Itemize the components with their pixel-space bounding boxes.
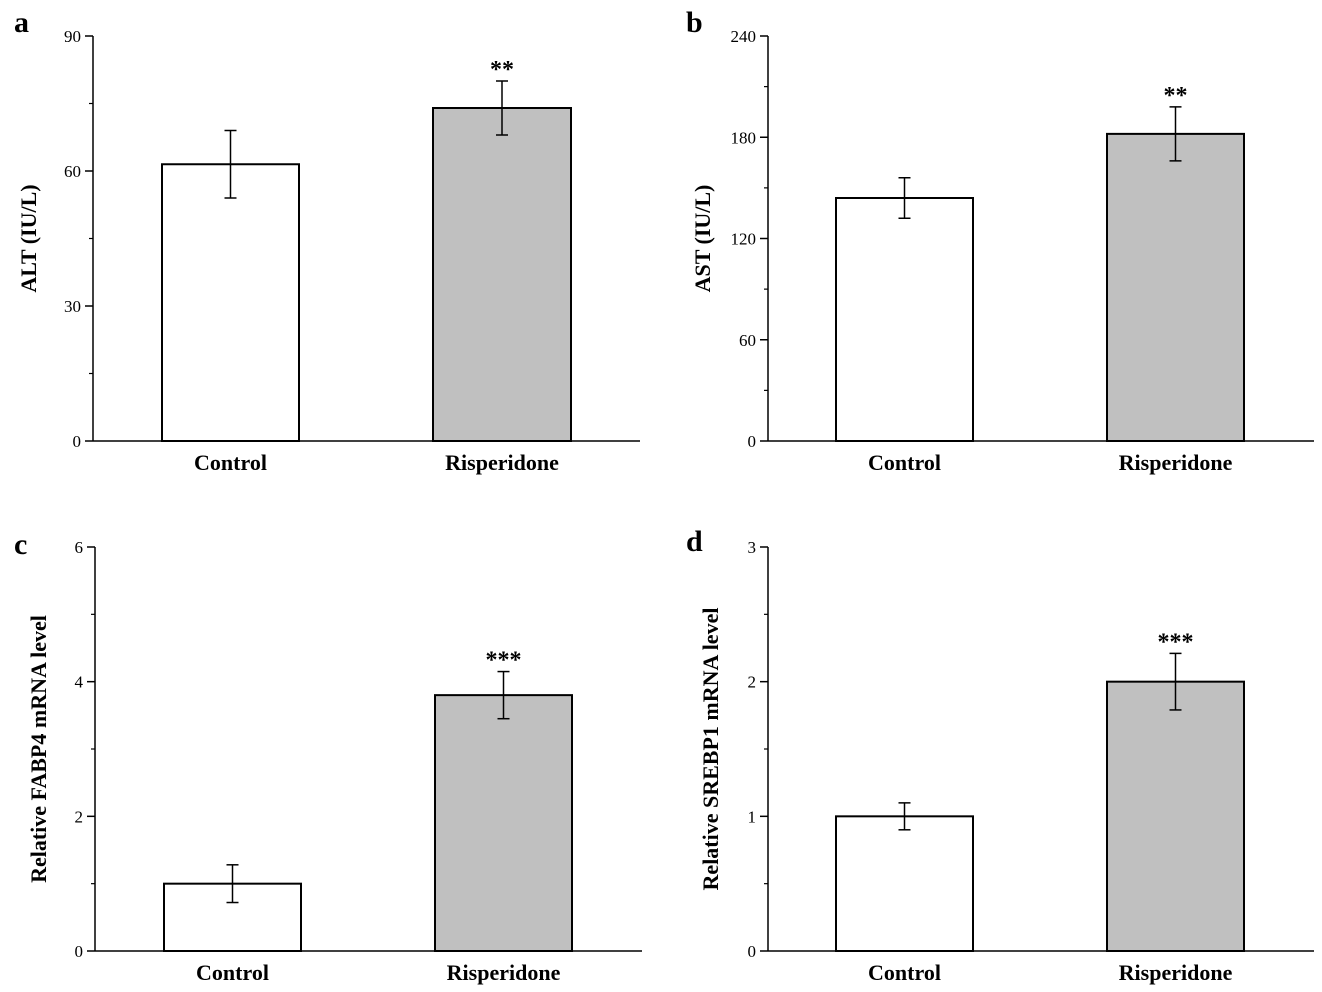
chart-panel-d: d Control *** Risperidone 0 1 2 3 Relative SREBP…: [686, 525, 1314, 985]
significance-label: **: [1164, 83, 1188, 109]
x-tick-label: Control: [196, 960, 269, 985]
x-tick-label: Control: [868, 960, 941, 985]
bar-risperidone: [1106, 680, 1245, 953]
x-tick-label: Risperidone: [445, 450, 559, 475]
chart-panel-c: c Control *** Risperidone 0 2 4 6 Relative FABP4…: [14, 528, 642, 985]
significance-label: **: [490, 57, 514, 83]
y-tick-label: 4: [75, 673, 84, 692]
y-tick-label: 60: [64, 162, 81, 181]
y-axis-label: AST (IU/L): [690, 185, 715, 293]
chart-panel-a: a Control ** Risperidone 0 30 60 90 ALT (IU/L): [14, 6, 640, 475]
x-tick-label: Risperidone: [1119, 450, 1233, 475]
x-tick-label: Risperidone: [1119, 960, 1233, 985]
bar-risperidone: [432, 107, 572, 442]
y-axis-label: Relative FABP4 mRNA level: [26, 615, 51, 883]
y-tick-label: 2: [75, 807, 84, 826]
x-tick-label: Risperidone: [447, 960, 561, 985]
y-tick-label: 240: [731, 27, 757, 46]
chart-panel-b: b Control ** Risperidone 0 60 120 180 240 AST (IU…: [686, 6, 1314, 475]
y-tick-label: 1: [748, 807, 757, 826]
bar-risperidone: [1106, 132, 1245, 442]
panel-letter: c: [14, 528, 27, 561]
y-tick-label: 6: [75, 538, 84, 557]
bar-risperidone: [434, 694, 573, 953]
panel-letter: a: [14, 6, 29, 39]
y-tick-label: 30: [64, 297, 81, 316]
y-tick-label: 120: [731, 230, 757, 249]
y-tick-label: 3: [748, 538, 757, 557]
y-tick-label: 2: [748, 673, 757, 692]
y-tick-label: 0: [75, 942, 84, 961]
x-tick-label: Control: [868, 450, 941, 475]
significance-label: ***: [1158, 629, 1194, 655]
y-axis-label: Relative SREBP1 mRNA level: [698, 608, 723, 891]
y-tick-label: 0: [73, 432, 82, 451]
y-axis-label: ALT (IU/L): [16, 184, 41, 292]
panel-letter: d: [686, 525, 703, 558]
panel-letter: b: [686, 6, 703, 39]
bar-control: [835, 815, 974, 952]
x-tick-label: Control: [194, 450, 267, 475]
bar-control: [161, 163, 300, 442]
y-tick-label: 0: [748, 432, 757, 451]
significance-label: ***: [486, 648, 522, 674]
y-tick-label: 90: [64, 27, 81, 46]
y-tick-label: 0: [748, 942, 757, 961]
y-tick-label: 180: [731, 128, 757, 147]
bar-control: [835, 197, 974, 442]
y-tick-label: 60: [739, 331, 756, 350]
